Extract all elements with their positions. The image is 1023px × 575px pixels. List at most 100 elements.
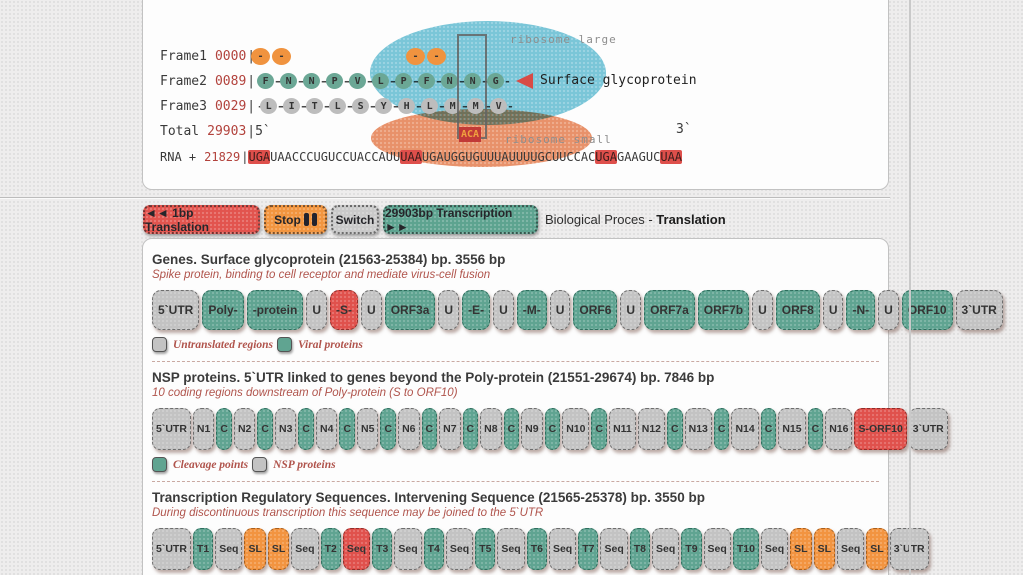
map-box[interactable]: C xyxy=(807,408,824,450)
legend-swatch xyxy=(152,337,167,352)
map-box[interactable]: Seq xyxy=(652,528,680,570)
map-box[interactable]: N11 xyxy=(609,408,636,450)
map-box[interactable]: 5`UTR xyxy=(152,290,200,330)
map-box[interactable]: T2 xyxy=(320,528,341,570)
map-box[interactable]: 5`UTR xyxy=(152,528,191,570)
switch-button[interactable]: Switch xyxy=(331,205,379,234)
map-box[interactable]: U xyxy=(438,290,460,330)
legend-label: Cleavage points xyxy=(173,458,249,471)
map-box[interactable]: -N- xyxy=(846,290,876,330)
map-box[interactable]: C xyxy=(257,408,273,450)
map-box[interactable]: 3`UTR xyxy=(908,408,948,450)
map-box[interactable]: Seq xyxy=(600,528,628,570)
map-box[interactable]: N3 xyxy=(274,408,297,450)
map-box[interactable]: N14 xyxy=(731,408,759,450)
map-box[interactable]: C xyxy=(503,408,520,450)
map-box[interactable]: -protein xyxy=(246,290,304,330)
map-box[interactable]: Seq xyxy=(394,528,422,570)
horizontal-divider xyxy=(0,197,890,198)
map-box[interactable]: -E- xyxy=(462,290,491,330)
transcription-forward-button[interactable]: 29903bp Transcription ►► xyxy=(383,205,538,234)
map-box[interactable]: N9 xyxy=(521,408,543,450)
map-box[interactable]: SL xyxy=(267,528,290,570)
map-box[interactable]: Poly- xyxy=(202,290,244,330)
map-box[interactable]: C xyxy=(339,408,356,450)
map-box[interactable]: C xyxy=(713,408,730,450)
map-box[interactable]: T6 xyxy=(526,528,547,570)
map-box[interactable]: 5`UTR xyxy=(152,408,191,450)
map-box[interactable]: T10 xyxy=(732,528,759,570)
map-box[interactable]: T4 xyxy=(423,528,444,570)
legend-swatch xyxy=(277,337,293,352)
map-box[interactable]: T5 xyxy=(475,528,496,570)
map-box[interactable]: U xyxy=(549,290,571,330)
section-divider xyxy=(152,481,879,482)
map-box[interactable]: 3`UTR xyxy=(955,290,1003,330)
section-subtitle: Spike protein, binding to cell receptor … xyxy=(152,269,491,281)
map-box[interactable]: Seq xyxy=(837,528,865,570)
map-box[interactable]: SL xyxy=(244,528,266,570)
map-box[interactable]: ORF3a xyxy=(384,290,436,330)
map-box[interactable]: Seq xyxy=(445,528,474,570)
map-box[interactable]: C xyxy=(760,408,777,450)
map-box[interactable]: C xyxy=(298,408,315,450)
map-box[interactable]: Seq xyxy=(703,528,731,570)
map-box[interactable]: ORF6 xyxy=(573,290,618,330)
map-box[interactable]: T9 xyxy=(681,528,702,570)
map-box[interactable]: N5 xyxy=(357,408,379,450)
genome-map-section-nsp: NSP proteins. 5`UTR linked to genes beyo… xyxy=(152,370,948,482)
section-subtitle: 10 coding regions downstream of Poly-pro… xyxy=(152,387,458,399)
section-legend: Cleavage points NSP proteins xyxy=(152,457,879,472)
map-box[interactable]: Seq xyxy=(548,528,577,570)
map-box[interactable]: Seq xyxy=(291,528,319,570)
map-box[interactable]: T7 xyxy=(578,528,599,570)
map-box[interactable]: -M- xyxy=(516,290,547,330)
map-box[interactable]: Seq xyxy=(215,528,243,570)
map-box[interactable]: ORF7b xyxy=(697,290,750,330)
map-box[interactable]: N6 xyxy=(398,408,420,450)
map-box[interactable]: U xyxy=(752,290,773,330)
map-box[interactable]: S-ORF10 xyxy=(854,408,907,450)
map-box[interactable]: U xyxy=(361,290,382,330)
map-box[interactable]: N16 xyxy=(825,408,853,450)
map-box[interactable]: N12 xyxy=(637,408,666,450)
stop-button[interactable]: Stop xyxy=(264,205,327,234)
map-box[interactable]: N15 xyxy=(778,408,806,450)
map-box[interactable]: C xyxy=(591,408,608,450)
map-box[interactable]: T1 xyxy=(192,528,214,570)
map-box[interactable]: N10 xyxy=(562,408,590,450)
section-legend: Untranslated regions Viral proteins xyxy=(152,337,879,352)
map-box[interactable]: SL xyxy=(813,528,836,570)
map-box[interactable]: Seq xyxy=(497,528,525,570)
legend-swatch xyxy=(152,457,167,472)
step-back-translation-button[interactable]: ◄◄ 1bp Translation xyxy=(143,205,260,234)
map-box[interactable]: U xyxy=(878,290,899,330)
map-box[interactable]: N8 xyxy=(480,408,502,450)
map-box[interactable]: N2 xyxy=(233,408,256,450)
map-box[interactable]: C xyxy=(544,408,561,450)
map-box[interactable]: C xyxy=(667,408,683,450)
map-box[interactable]: SL xyxy=(790,528,812,570)
map-box[interactable]: -S- xyxy=(330,290,359,330)
map-box[interactable]: C xyxy=(216,408,232,450)
map-box[interactable]: U xyxy=(306,290,328,330)
map-box[interactable]: C xyxy=(462,408,479,450)
map-box[interactable]: Seq xyxy=(760,528,789,570)
map-box[interactable]: N4 xyxy=(316,408,338,450)
section-title: Transcription Regulatory Sequences. Inte… xyxy=(152,490,705,505)
map-box[interactable]: C xyxy=(421,408,438,450)
map-box[interactable]: U xyxy=(493,290,514,330)
map-box[interactable]: U xyxy=(620,290,642,330)
map-box[interactable]: N13 xyxy=(684,408,712,450)
map-box[interactable]: ORF7a xyxy=(644,290,695,330)
map-box[interactable]: Seq xyxy=(342,528,371,570)
map-box[interactable]: T3 xyxy=(372,528,393,570)
map-box[interactable]: T8 xyxy=(629,528,651,570)
map-box[interactable]: C xyxy=(380,408,397,450)
map-box[interactable]: U xyxy=(822,290,844,330)
legend-label: Viral proteins xyxy=(298,338,363,351)
map-box[interactable]: ORF8 xyxy=(775,290,820,330)
map-box[interactable]: SL xyxy=(866,528,888,570)
map-box[interactable]: N1 xyxy=(192,408,215,450)
map-box[interactable]: N7 xyxy=(439,408,461,450)
